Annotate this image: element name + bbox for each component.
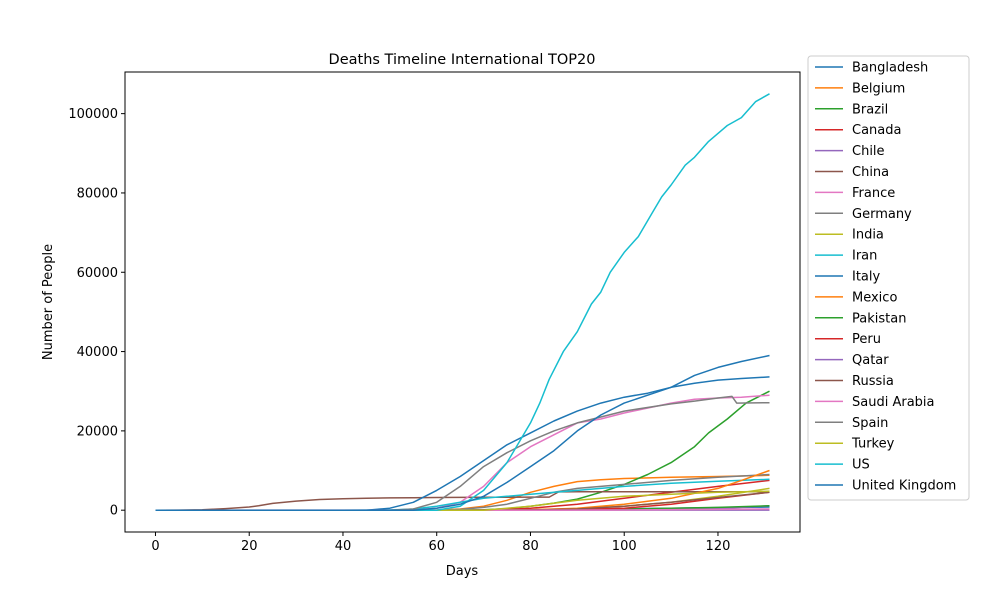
- x-tick-label: 120: [706, 539, 731, 554]
- legend-label-17: Spain: [852, 416, 888, 431]
- x-tick-label: 80: [522, 539, 539, 554]
- y-tick-label: 100000: [68, 107, 118, 122]
- legend-label-20: United Kingdom: [852, 479, 956, 494]
- legend-label-12: Pakistan: [852, 311, 906, 326]
- series-line-6: [155, 394, 770, 511]
- legend-label-7: Germany: [852, 207, 912, 222]
- legend-label-8: India: [852, 228, 884, 243]
- legend-label-16: Saudi Arabia: [852, 395, 935, 410]
- series-line-5: [155, 491, 770, 511]
- y-axis-label: Number of People: [41, 244, 56, 360]
- x-tick-label: 20: [241, 539, 258, 554]
- x-tick-label: 100: [612, 539, 637, 554]
- series-line-17: [155, 395, 770, 511]
- series-line-20: [155, 354, 770, 511]
- y-tick-label: 0: [110, 504, 118, 519]
- x-tick-label: 0: [151, 539, 159, 554]
- y-tick-label: 80000: [77, 186, 118, 201]
- legend-label-5: China: [852, 165, 889, 180]
- legend-label-13: Peru: [852, 332, 881, 347]
- legend-label-15: Russia: [852, 374, 894, 389]
- legend-label-18: Turkey: [851, 437, 895, 452]
- y-axis: 0 20000 40000 60000 80000 100000: [68, 107, 125, 519]
- x-axis: 0 20 40 60 80 100 120: [151, 532, 730, 554]
- legend-frame: [807, 55, 970, 501]
- legend-label-11: Mexico: [852, 290, 897, 305]
- chart-title: Deaths Timeline International TOP20: [329, 52, 596, 68]
- legend-label-0: Bangladesh: [852, 61, 928, 76]
- plot-lines: [155, 93, 770, 511]
- legend-label-3: Canada: [852, 123, 901, 138]
- legend-label-6: France: [852, 186, 895, 201]
- legend-label-19: US: [852, 458, 870, 473]
- legend: Bangladesh Belgium Brazil Canada Chile China F…: [807, 55, 970, 501]
- x-axis-label: Days: [446, 564, 479, 579]
- y-tick-label: 40000: [77, 345, 118, 360]
- x-tick-label: 40: [335, 539, 352, 554]
- series-line-18: [155, 490, 770, 511]
- legend-label-10: Italy: [852, 270, 881, 285]
- y-tick-label: 20000: [77, 424, 118, 439]
- series-line-19: [155, 93, 770, 511]
- plot-frame: [124, 71, 801, 533]
- legend-label-4: Chile: [852, 144, 885, 159]
- legend-label-9: Iran: [852, 249, 877, 264]
- y-tick-label: 60000: [77, 266, 118, 281]
- series-line-10: [155, 376, 770, 511]
- legend-label-1: Belgium: [852, 81, 905, 96]
- x-tick-label: 60: [428, 539, 445, 554]
- legend-label-2: Brazil: [852, 102, 888, 117]
- legend-label-14: Qatar: [852, 353, 889, 368]
